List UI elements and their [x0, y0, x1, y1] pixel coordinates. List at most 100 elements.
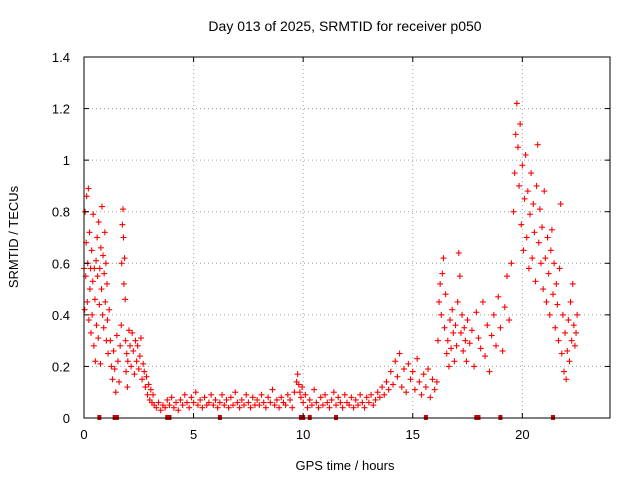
data-point [186, 404, 193, 411]
data-point [173, 399, 180, 406]
data-point [379, 384, 386, 391]
data-point [240, 402, 247, 409]
data-point [422, 384, 429, 391]
data-point [162, 404, 169, 411]
data-point [359, 399, 366, 406]
data-point [130, 347, 137, 354]
data-point [208, 391, 215, 398]
data-point [258, 391, 265, 398]
data-point [558, 350, 565, 357]
y-tick-label: 0.8 [52, 205, 70, 220]
data-point [267, 399, 274, 406]
data-point [513, 100, 520, 107]
x-tick-label: 15 [406, 427, 420, 442]
data-point [86, 229, 93, 236]
data-point [390, 381, 397, 388]
data-point [568, 337, 575, 344]
data-point [514, 144, 521, 151]
data-point [139, 376, 146, 383]
data-point [407, 376, 414, 383]
data-point [124, 358, 131, 365]
data-point [97, 244, 104, 251]
data-point [107, 337, 114, 344]
data-point [495, 293, 502, 300]
data-point [83, 193, 90, 200]
data-point [129, 329, 136, 336]
data-point [433, 378, 440, 385]
data-point [555, 337, 562, 344]
data-point [199, 404, 206, 411]
data-point [245, 399, 252, 406]
data-point [234, 399, 241, 406]
data-point [445, 363, 452, 370]
data-point [278, 394, 285, 401]
y-axis-label: SRMTID / TECUs [6, 185, 21, 288]
data-point [368, 391, 375, 398]
x-axis-label: GPS time / hours [296, 458, 395, 473]
data-point [205, 399, 212, 406]
data-point [132, 337, 139, 344]
data-point [164, 396, 171, 403]
data-point [473, 309, 480, 316]
data-point [381, 391, 388, 398]
data-point [95, 219, 102, 226]
data-point [537, 260, 544, 267]
data-point [523, 234, 530, 241]
data-point [508, 260, 515, 267]
data-point [477, 345, 484, 352]
data-point [97, 360, 104, 367]
data-point [177, 396, 184, 403]
data-point [110, 347, 117, 354]
data-point [486, 368, 493, 375]
data-point [95, 335, 102, 342]
data-point [559, 311, 566, 318]
data-point [313, 399, 320, 406]
data-point [201, 394, 208, 401]
data-point [273, 396, 280, 403]
data-point [232, 389, 239, 396]
data-point [457, 329, 464, 336]
data-point [414, 355, 421, 362]
data-point [574, 311, 581, 318]
data-point [372, 396, 379, 403]
data-point [499, 347, 506, 354]
data-point [357, 391, 364, 398]
data-point [175, 407, 182, 414]
data-point [517, 121, 524, 128]
data-point [212, 396, 219, 403]
data-point [434, 337, 441, 344]
data-point [102, 260, 109, 267]
data-point [94, 234, 101, 241]
data-point [545, 270, 552, 277]
data-point [534, 141, 541, 148]
data-point [94, 273, 101, 280]
data-point [462, 337, 469, 344]
data-point [127, 342, 134, 349]
data-point [122, 337, 129, 344]
data-point [227, 394, 234, 401]
data-point [190, 399, 197, 406]
data-point [557, 200, 564, 207]
data-point [427, 394, 434, 401]
data-point [440, 255, 447, 262]
data-point [106, 306, 113, 313]
data-point [442, 291, 449, 298]
data-point [548, 226, 555, 233]
data-point [392, 358, 399, 365]
data-point [566, 358, 573, 365]
data-point [131, 371, 138, 378]
data-point [118, 260, 125, 267]
y-tick-label: 0.4 [52, 308, 70, 323]
data-point [230, 402, 237, 409]
plot-frame [83, 56, 611, 419]
data-point [532, 278, 539, 285]
data-point [123, 368, 130, 375]
data-point [140, 360, 147, 367]
data-point [328, 396, 335, 403]
data-point [124, 384, 131, 391]
y-tick-label: 1 [63, 153, 70, 168]
data-point [84, 298, 91, 305]
data-point [85, 185, 92, 192]
data-point [394, 373, 401, 380]
data-point [560, 368, 567, 375]
